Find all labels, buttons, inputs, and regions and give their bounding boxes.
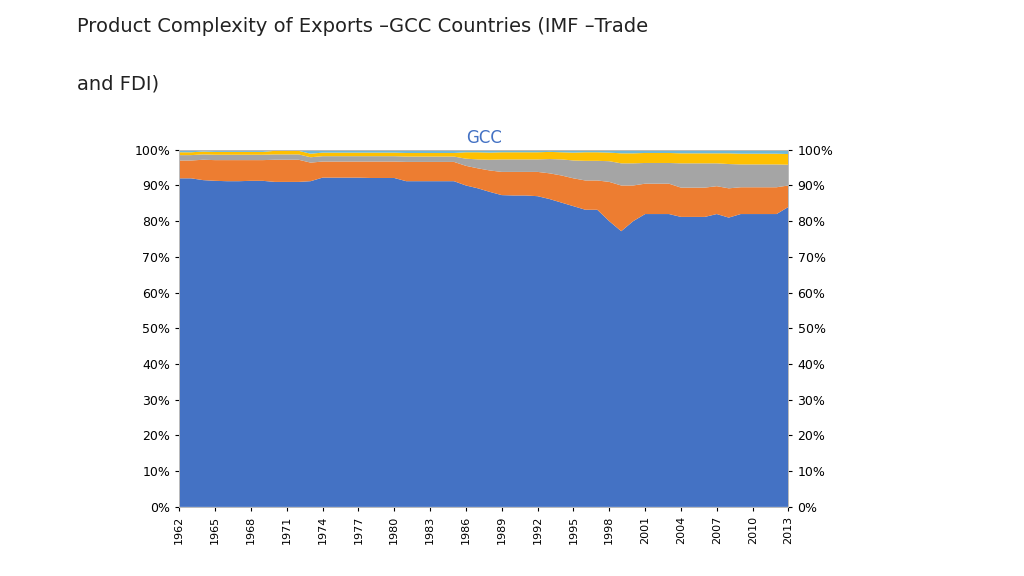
Title: GCC: GCC — [466, 129, 502, 147]
Text: Product Complexity of Exports –GCC Countries (IMF –Trade: Product Complexity of Exports –GCC Count… — [77, 17, 648, 36]
Text: and FDI): and FDI) — [77, 75, 159, 94]
